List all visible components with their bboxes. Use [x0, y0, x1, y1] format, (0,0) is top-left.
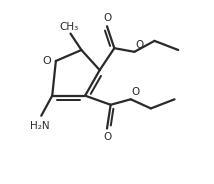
- Text: H₂N: H₂N: [30, 121, 49, 131]
- Text: O: O: [43, 56, 51, 66]
- Text: CH₃: CH₃: [59, 22, 78, 32]
- Text: O: O: [132, 87, 140, 98]
- Text: O: O: [135, 40, 144, 50]
- Text: O: O: [103, 132, 111, 142]
- Text: O: O: [103, 13, 111, 23]
